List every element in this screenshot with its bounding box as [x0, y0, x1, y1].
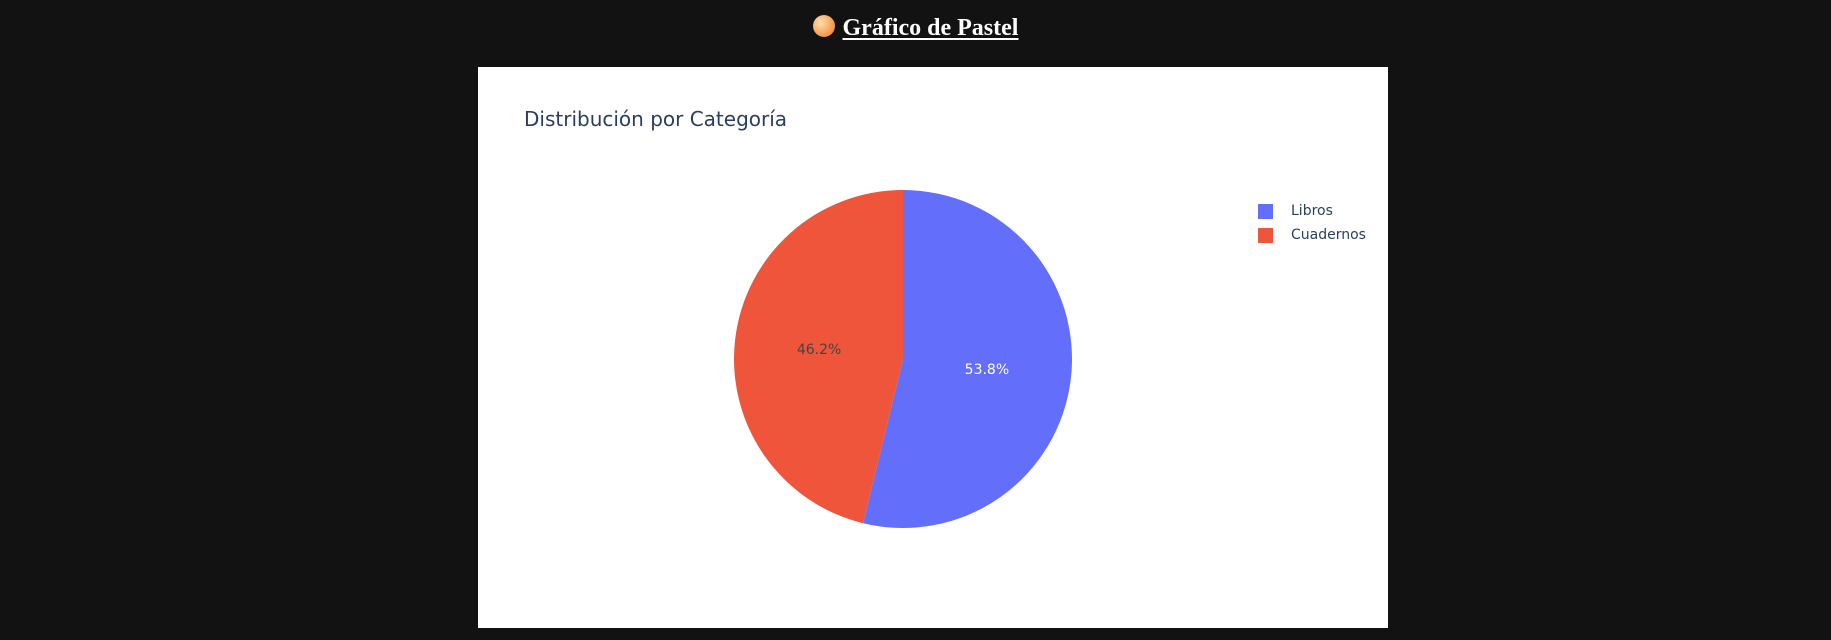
pie-chart: 53.8% 46.2% [734, 190, 1072, 528]
page-title: Gráfico de Pastel [842, 15, 1019, 41]
pie-slices [734, 190, 1072, 528]
chart-card: Distribución por Categoría 53.8% 46.2% Li… [478, 67, 1388, 628]
legend-label: Libros [1291, 203, 1333, 219]
page-header: Gráfico de Pastel [0, 12, 1831, 44]
page-title-wrap: Gráfico de Pastel [812, 12, 1019, 44]
legend-item-libros[interactable]: Libros [1258, 199, 1366, 223]
slice-label-cuadernos: 46.2% [797, 342, 841, 358]
slice-label-libros: 53.8% [965, 362, 1009, 378]
legend[interactable]: Libros Cuadernos [1258, 199, 1366, 247]
legend-item-cuadernos[interactable]: Cuadernos [1258, 223, 1366, 247]
pie-slice-cuadernos[interactable] [734, 190, 903, 524]
legend-swatch [1258, 227, 1273, 243]
pie-emoji-icon [812, 15, 835, 37]
chart-title: Distribución por Categoría [524, 107, 788, 131]
pie-slice-libros[interactable] [863, 190, 1072, 528]
legend-label: Cuadernos [1291, 227, 1366, 243]
pie-labels: 53.8% 46.2% [797, 342, 1009, 378]
legend-swatch [1258, 203, 1273, 219]
